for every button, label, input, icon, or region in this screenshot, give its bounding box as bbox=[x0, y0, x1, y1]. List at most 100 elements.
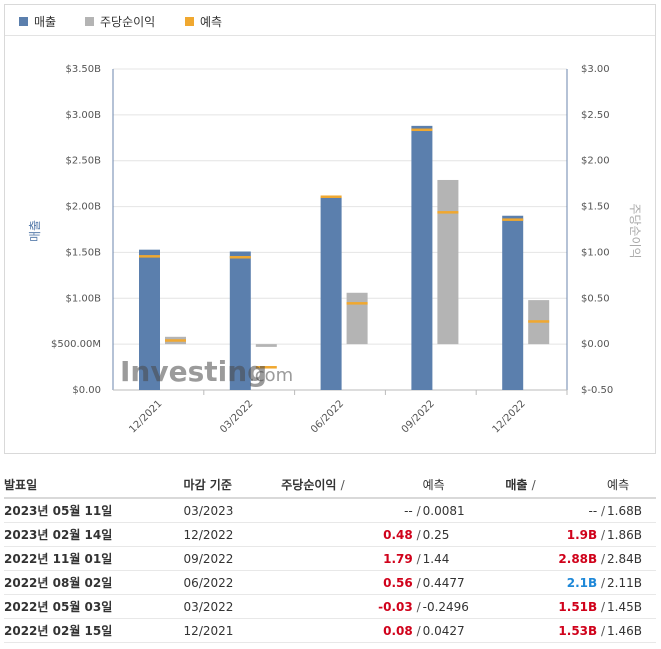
cell-eps-slash: / bbox=[416, 503, 421, 518]
cell-revenue-slash: / bbox=[601, 575, 606, 590]
legend-label-eps: 주당순이익 bbox=[100, 15, 156, 29]
watermark-logo: Investing bbox=[120, 355, 267, 388]
forecast-eps-marker bbox=[255, 366, 277, 369]
cell-period: 09/2022 bbox=[183, 546, 282, 571]
chart-legend: 매출 주당순이익 예측 bbox=[5, 5, 655, 36]
cell-eps-value: -- bbox=[404, 503, 413, 518]
header-revenue-slash: / bbox=[531, 478, 536, 492]
header-date[interactable]: 발표일 bbox=[4, 472, 184, 499]
forecast-revenue-marker bbox=[229, 256, 251, 259]
cell-date: 2023년 05월 11일 bbox=[4, 498, 184, 523]
header-period[interactable]: 마감 기준 bbox=[183, 472, 282, 499]
y-right-tick-label: $-0.50 bbox=[581, 385, 613, 396]
cell-eps-slash: / bbox=[416, 623, 421, 638]
header-revenue-forecast[interactable]: 예측 bbox=[607, 472, 656, 499]
y-right-tick-label: $1.00 bbox=[581, 247, 610, 258]
forecast-revenue-marker bbox=[139, 255, 160, 258]
table-body: 2023년 05월 11일 03/2023 -- /0.0081 -- /1.68B 2… bbox=[4, 498, 656, 643]
cell-eps-forecast: 0.4477 bbox=[422, 570, 506, 595]
forecast-revenue-marker bbox=[320, 195, 342, 198]
cell-revenue-value: 1.53B bbox=[558, 623, 598, 638]
header-revenue-forecast-label: 예측 bbox=[607, 478, 630, 492]
y-left-tick-label: $500.00M bbox=[51, 339, 101, 350]
legend-item-revenue[interactable]: 매출 bbox=[19, 13, 56, 30]
cell-eps-forecast: 0.0427 bbox=[422, 618, 506, 643]
cell-eps: 0.48 / bbox=[281, 522, 423, 547]
cell-revenue-value: -- bbox=[588, 503, 598, 518]
earnings-chart: $0.00 $-0.50 $500.00M $0.00 $1.00B $0.50 $1.50… bbox=[28, 64, 642, 435]
cell-revenue: 1.51B / bbox=[505, 594, 608, 619]
cell-eps: -- / bbox=[281, 498, 423, 523]
cell-date: 2022년 11월 01일 bbox=[4, 546, 184, 571]
cell-revenue-forecast: 1.86B bbox=[607, 522, 656, 547]
bar-eps bbox=[255, 344, 277, 347]
cell-eps: 0.56 / bbox=[281, 570, 423, 595]
cell-eps-forecast: -0.2496 bbox=[422, 594, 506, 619]
watermark-logo-suffix: .com bbox=[249, 365, 293, 386]
cell-revenue-slash: / bbox=[601, 599, 606, 614]
cell-period: 03/2022 bbox=[183, 594, 282, 619]
legend-label-forecast: 예측 bbox=[200, 15, 223, 29]
y-left-axis-title: 매출 bbox=[28, 220, 42, 242]
y-right-tick-label: $1.50 bbox=[581, 202, 610, 213]
header-eps[interactable]: 주당순이익 / bbox=[281, 472, 423, 499]
forecast-eps-marker bbox=[528, 320, 550, 323]
bar-revenue bbox=[320, 197, 342, 390]
cell-revenue: 1.9B / bbox=[505, 522, 608, 547]
cell-eps: 0.08 / bbox=[281, 618, 423, 643]
y-right-tick-label: $2.50 bbox=[581, 110, 610, 121]
cell-revenue-value: 2.1B bbox=[566, 575, 598, 590]
cell-revenue: 2.1B / bbox=[505, 570, 608, 595]
header-eps-forecast[interactable]: 예측 bbox=[422, 472, 506, 499]
legend-item-eps[interactable]: 주당순이익 bbox=[85, 13, 155, 30]
cell-revenue-value: 2.88B bbox=[558, 551, 598, 566]
y-left-tick-label: $1.00B bbox=[66, 293, 102, 304]
cell-revenue: 1.53B / bbox=[505, 618, 608, 643]
y-right-tick-label: $3.00 bbox=[581, 64, 610, 75]
header-eps-label: 주당순이익 bbox=[281, 478, 337, 492]
y-right-tick-label: $0.50 bbox=[581, 293, 610, 304]
bar-eps bbox=[346, 292, 368, 345]
x-tick-label: 09/2022 bbox=[400, 398, 437, 435]
y-left-tick-label: $2.00B bbox=[66, 202, 102, 213]
earnings-table: 발표일 마감 기준 주당순이익 / 예측 매출 / 예측 2023년 05월 1… bbox=[4, 472, 656, 643]
table-row: 2022년 11월 01일 09/2022 1.79 /1.44 2.88B /2.8… bbox=[4, 546, 656, 571]
chart-panel: 매출 주당순이익 예측 $0.00 $-0.50 $500.00M $0.00 $1.0… bbox=[4, 4, 656, 454]
cell-revenue-slash: / bbox=[601, 623, 606, 638]
cell-date: 2022년 05월 03일 bbox=[4, 594, 184, 619]
cell-period: 06/2022 bbox=[183, 570, 282, 595]
bar-revenue bbox=[229, 251, 251, 390]
y-right-tick-label: $0.00 bbox=[581, 339, 610, 350]
bar-revenue bbox=[139, 249, 160, 390]
y-left-tick-label: $0.00 bbox=[72, 385, 101, 396]
forecast-eps-marker bbox=[165, 339, 186, 342]
header-revenue-label: 매출 bbox=[505, 478, 528, 492]
cell-revenue-value: 1.9B bbox=[566, 527, 598, 542]
forecast-revenue-marker bbox=[411, 128, 433, 132]
cell-eps-value: 0.48 bbox=[383, 527, 413, 542]
cell-eps-forecast: 0.25 bbox=[422, 522, 506, 547]
cell-revenue-forecast: 2.11B bbox=[607, 570, 656, 595]
cell-revenue: -- / bbox=[505, 498, 608, 523]
x-tick-label: 12/2022 bbox=[491, 398, 528, 435]
table-row: 2022년 02월 15일 12/2021 0.08 /0.0427 1.53B /1… bbox=[4, 618, 656, 643]
legend-swatch-eps bbox=[85, 17, 94, 26]
header-revenue[interactable]: 매출 / bbox=[505, 472, 608, 499]
cell-eps-value: -0.03 bbox=[378, 599, 413, 614]
cell-eps-value: 0.08 bbox=[383, 623, 413, 638]
y-left-tick-label: $2.50B bbox=[66, 156, 102, 167]
legend-swatch-revenue bbox=[19, 17, 28, 26]
cell-date: 2022년 08월 02일 bbox=[4, 570, 184, 595]
cell-eps-value: 0.56 bbox=[383, 575, 413, 590]
cell-period: 03/2023 bbox=[183, 498, 282, 523]
cell-revenue-slash: / bbox=[601, 551, 606, 566]
cell-eps: 1.79 / bbox=[281, 546, 423, 571]
bar-revenue bbox=[411, 125, 433, 390]
x-tick-label: 12/2021 bbox=[127, 398, 164, 435]
y-left-tick-label: $1.50B bbox=[66, 247, 102, 258]
legend-item-forecast[interactable]: 예측 bbox=[185, 13, 222, 30]
cell-date: 2023년 02월 14일 bbox=[4, 522, 184, 547]
cell-revenue-forecast: 1.68B bbox=[607, 498, 656, 523]
y-right-tick-label: $2.00 bbox=[581, 156, 610, 167]
table-header-row: 발표일 마감 기준 주당순이익 / 예측 매출 / 예측 bbox=[4, 472, 656, 499]
